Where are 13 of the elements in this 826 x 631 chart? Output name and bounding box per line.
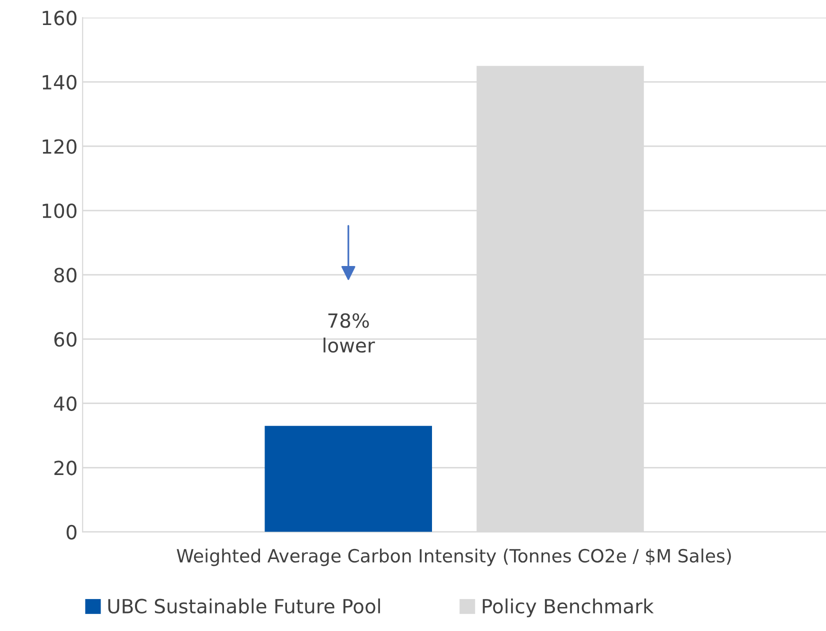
y-tick-label: 100	[42, 203, 76, 218]
y-tick-label: 80	[54, 268, 76, 282]
annotation: 78% lower	[324, 313, 375, 353]
y-tick-label: 60	[54, 332, 76, 347]
y-tick-label: 40	[54, 396, 76, 412]
y-tick-label: 20	[54, 460, 76, 476]
y-tick-label: 120	[42, 139, 76, 154]
y-tick-label: 140	[42, 74, 76, 90]
y-tick-label: 0	[66, 524, 76, 540]
legend-label: UBC Sustainable Future Pool	[108, 598, 380, 614]
y-tick-label: 160	[42, 10, 76, 26]
x-tick-label: Weighted Average Carbon Intensity (Tonnes CO2e / $M Sales)	[176, 548, 731, 566]
legend-label: Policy Benchmark	[482, 598, 654, 618]
